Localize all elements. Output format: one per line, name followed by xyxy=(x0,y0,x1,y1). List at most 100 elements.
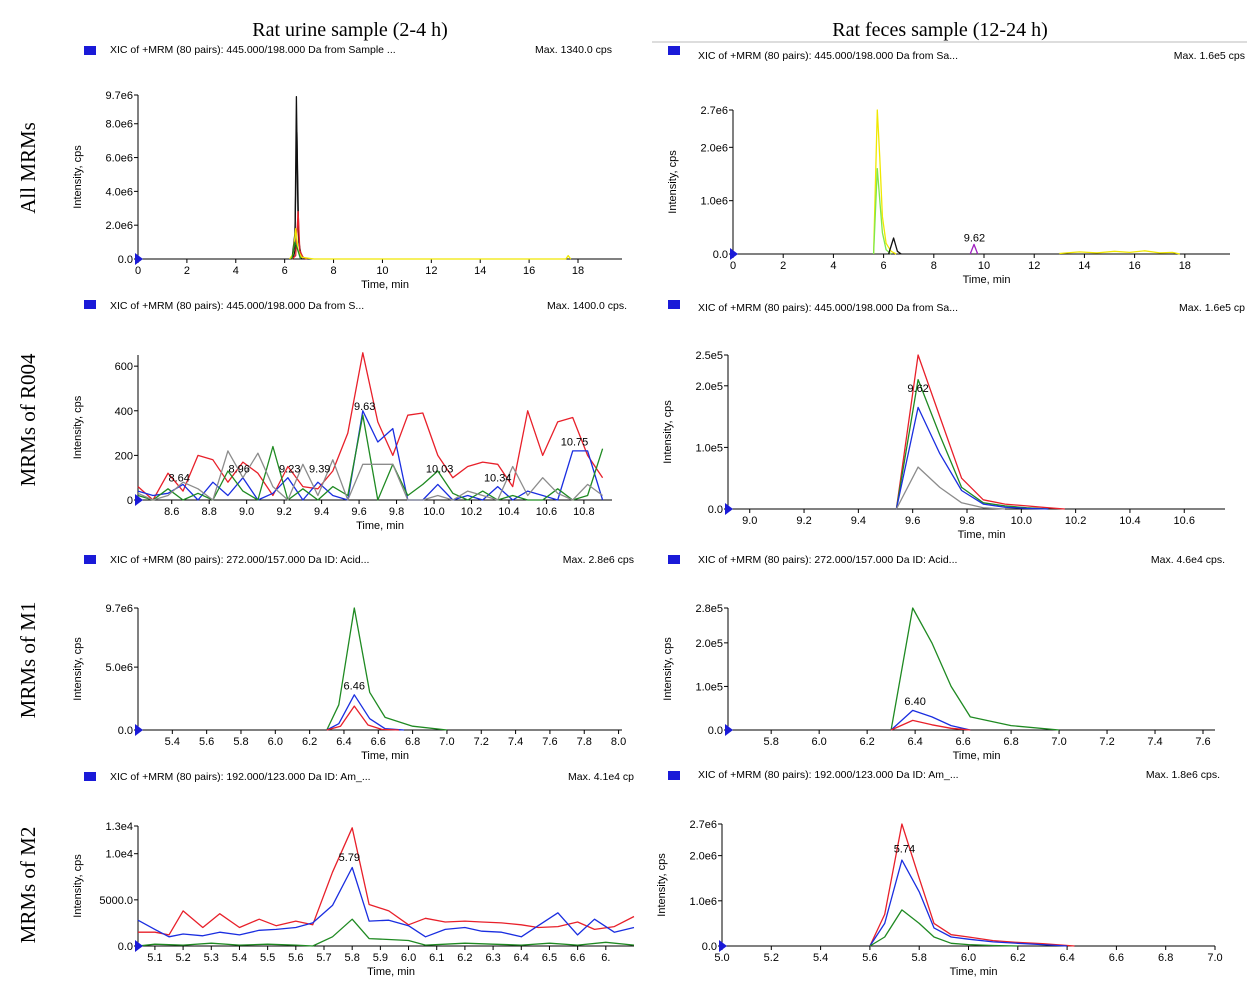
x-tick-label: 6.1 xyxy=(429,952,444,964)
y-axis-label: Intensity, cps xyxy=(72,637,84,701)
x-tick-label: 6.2 xyxy=(457,952,472,964)
x-tick-label: 9.4 xyxy=(314,506,329,518)
x-tick-label: 7.2 xyxy=(474,736,489,748)
x-tick-label: 12 xyxy=(1028,260,1040,272)
peak-annotation: 5.79 xyxy=(339,852,360,864)
y-tick-label: 1.0e5 xyxy=(695,681,723,693)
x-tick-label: 5.4 xyxy=(165,736,180,748)
y-tick-label: 400 xyxy=(115,406,133,418)
row-title-all-mrms: All MRMs xyxy=(16,122,40,214)
y-tick-label: 0.0 xyxy=(118,941,133,953)
series-line-green xyxy=(869,909,1018,947)
x-tick-label: 5.3 xyxy=(204,952,219,964)
x-tick-label: 9.2 xyxy=(276,506,291,518)
series-line-green xyxy=(326,607,447,731)
x-tick-label: 9.0 xyxy=(742,515,757,527)
max-intensity-label: Max. 2.8e6 cps xyxy=(563,554,634,566)
peak-annotation: 9.62 xyxy=(907,383,928,395)
trace-color-square xyxy=(84,555,96,564)
y-tick-label: 6.0e6 xyxy=(105,153,133,165)
chromatogram-panel-5: XIC of +MRM (80 pairs): 272.000/157.000 … xyxy=(72,554,634,762)
row-title-r004: MRMs of R004 xyxy=(16,353,40,487)
max-intensity-label: Max. 1.6e5 cps xyxy=(1174,50,1245,62)
x-tick-label: 7.0 xyxy=(439,736,454,748)
x-tick-label: 0 xyxy=(135,265,141,277)
y-tick-label: 600 xyxy=(115,361,133,373)
y-tick-label: 9.7e6 xyxy=(105,603,133,615)
peak-annotation: 6.40 xyxy=(904,696,925,708)
axis-frame xyxy=(727,355,1225,510)
series-line-blue xyxy=(890,709,971,731)
x-tick-label: 5.1 xyxy=(147,952,162,964)
xic-header: XIC of +MRM (80 pairs): 272.000/157.000 … xyxy=(698,554,957,566)
x-tick-label: 10 xyxy=(978,260,990,272)
x-tick-label: 8 xyxy=(330,265,336,277)
series-line-blue xyxy=(326,694,405,731)
xic-header: XIC of +MRM (80 pairs): 445.000/198.000 … xyxy=(110,44,396,56)
row-title-m1: MRMs of M1 xyxy=(16,602,40,719)
x-tick-label: 6.4 xyxy=(907,736,922,748)
max-intensity-label: Max. 4.1e4 cp xyxy=(568,771,634,783)
trace-color-square xyxy=(84,772,96,781)
y-tick-label: 0.0 xyxy=(713,249,728,261)
x-tick-label: 8 xyxy=(931,260,937,272)
x-tick-label: 6 xyxy=(282,265,288,277)
axis-frame xyxy=(721,824,1215,947)
y-tick-label: 2.0e5 xyxy=(695,638,723,650)
axis-frame xyxy=(137,355,612,501)
x-tick-label: 5.4 xyxy=(232,952,247,964)
peak-annotation: 10.75 xyxy=(561,437,589,449)
max-intensity-label: Max. 1340.0 cps xyxy=(535,44,612,56)
y-tick-label: 5000.0 xyxy=(99,895,133,907)
trace-color-square xyxy=(84,46,96,55)
x-tick-label: 10.0 xyxy=(423,506,444,518)
x-tick-label: 7.2 xyxy=(1099,736,1114,748)
xic-header: XIC of +MRM (80 pairs): 445.000/198.000 … xyxy=(110,300,364,312)
x-axis-label: Time, min xyxy=(356,520,404,532)
x-tick-label: 9.8 xyxy=(389,506,404,518)
chromatogram-panel-1: XIC of +MRM (80 pairs): 445.000/198.000 … xyxy=(72,44,622,291)
x-tick-label: 6 xyxy=(881,260,887,272)
xic-header: XIC of +MRM (80 pairs): 272.000/157.000 … xyxy=(110,554,369,566)
x-tick-label: 9.0 xyxy=(239,506,254,518)
x-tick-label: 6.3 xyxy=(485,952,500,964)
x-axis-label: Time, min xyxy=(958,529,1006,541)
x-tick-label: 6.6 xyxy=(955,736,970,748)
x-tick-label: 6.2 xyxy=(859,736,874,748)
x-tick-label: 9.6 xyxy=(905,515,920,527)
x-tick-label: 5.8 xyxy=(233,736,248,748)
x-tick-label: 10.6 xyxy=(1174,515,1195,527)
x-tick-label: 5.8 xyxy=(345,952,360,964)
x-tick-label: 2 xyxy=(780,260,786,272)
x-tick-label: 14 xyxy=(474,265,486,277)
chromatogram-panel-4: XIC of +MRM (80 pairs): 445.000/198.000 … xyxy=(662,300,1245,541)
x-tick-label: 6.4 xyxy=(336,736,351,748)
series-line-blue xyxy=(895,406,1049,510)
series-line-blue xyxy=(137,866,635,938)
x-tick-label: 10.2 xyxy=(461,506,482,518)
x-tick-label: 5.0 xyxy=(714,952,729,964)
xic-header: XIC of +MRM (80 pairs): 192.000/123.000 … xyxy=(698,769,959,781)
x-tick-label: 10 xyxy=(376,265,388,277)
trace-color-square xyxy=(668,300,680,309)
x-tick-label: 10.4 xyxy=(498,506,519,518)
xic-header: XIC of +MRM (80 pairs): 445.000/198.000 … xyxy=(698,302,958,314)
x-tick-label: 9.8 xyxy=(959,515,974,527)
baseline-marker xyxy=(725,724,733,736)
trace-color-square xyxy=(668,46,680,55)
series-line-yellow xyxy=(289,227,572,260)
x-tick-label: 4 xyxy=(830,260,836,272)
x-tick-label: 8.0 xyxy=(611,736,626,748)
xic-header: XIC of +MRM (80 pairs): 192.000/123.000 … xyxy=(110,771,371,783)
series-line-gray xyxy=(137,450,603,501)
x-tick-label: 7.0 xyxy=(1207,952,1222,964)
series-line-blue xyxy=(137,410,604,501)
max-intensity-label: Max. 1.8e6 cps. xyxy=(1146,769,1220,781)
xic-header: XIC of +MRM (80 pairs): 445.000/198.000 … xyxy=(698,50,958,62)
axis-frame xyxy=(137,826,634,947)
series-line-green xyxy=(137,918,635,947)
x-tick-label: 6.6 xyxy=(1109,952,1124,964)
x-tick-label: 9.4 xyxy=(851,515,866,527)
series-line-purple xyxy=(969,243,979,255)
